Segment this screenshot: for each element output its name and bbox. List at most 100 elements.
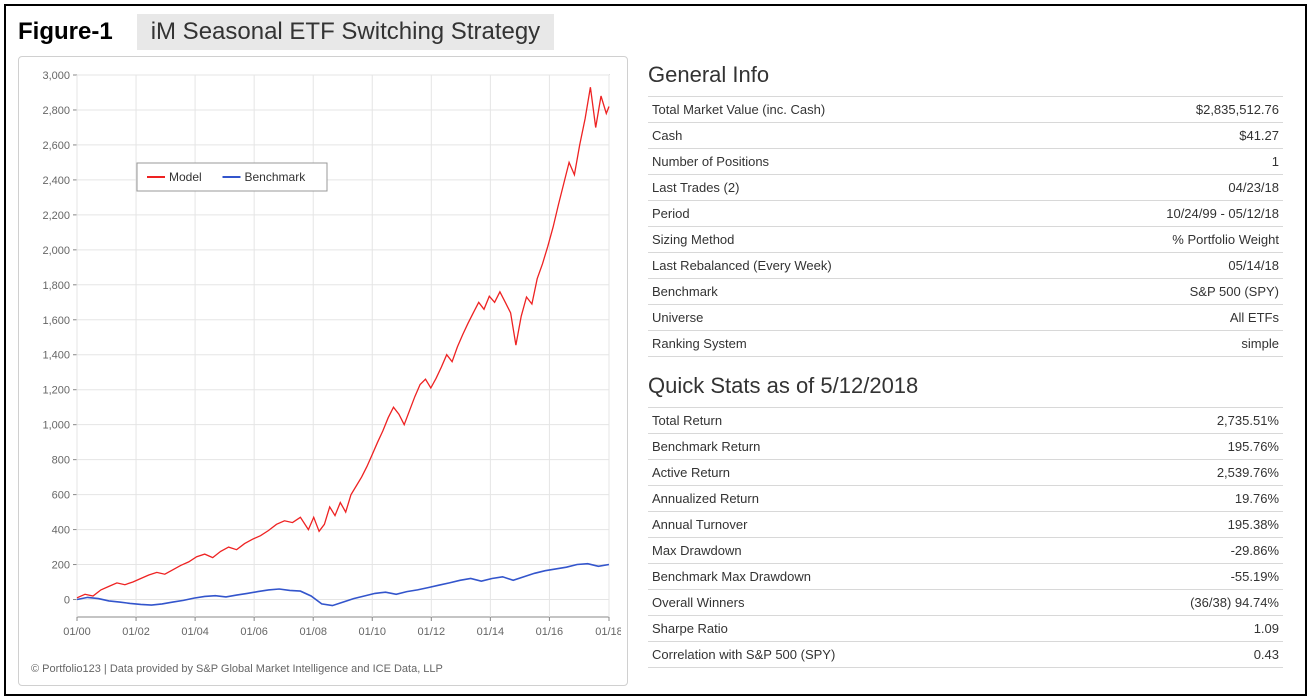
figure-label: Figure-1 — [18, 18, 113, 46]
general-info-label: Benchmark — [648, 279, 1034, 305]
svg-text:01/14: 01/14 — [477, 626, 505, 638]
svg-text:2,600: 2,600 — [42, 140, 70, 152]
quick-stats-label: Annualized Return — [648, 486, 1069, 512]
svg-text:800: 800 — [52, 455, 70, 467]
chart-area: 02004006008001,0001,2001,4001,6001,8002,… — [27, 65, 619, 657]
quick-stats-value: -55.19% — [1069, 564, 1283, 590]
quick-stats-row: Annual Turnover195.38% — [648, 512, 1283, 538]
general-info-row: Ranking Systemsimple — [648, 331, 1283, 357]
svg-text:01/18: 01/18 — [595, 626, 621, 638]
svg-text:400: 400 — [52, 525, 70, 537]
general-info-row: Last Trades (2)04/23/18 — [648, 175, 1283, 201]
quick-stats-value: 2,735.51% — [1069, 408, 1283, 434]
quick-stats-label: Max Drawdown — [648, 538, 1069, 564]
svg-text:01/12: 01/12 — [418, 626, 446, 638]
svg-text:01/16: 01/16 — [536, 626, 564, 638]
svg-text:2,800: 2,800 — [42, 105, 70, 117]
general-info-row: BenchmarkS&P 500 (SPY) — [648, 279, 1283, 305]
svg-text:01/08: 01/08 — [299, 626, 327, 638]
general-info-label: Total Market Value (inc. Cash) — [648, 97, 1034, 123]
quick-stats-label: Benchmark Return — [648, 434, 1069, 460]
legend-label-benchmark: Benchmark — [245, 170, 307, 184]
general-info-value: % Portfolio Weight — [1034, 227, 1283, 253]
figure-container: Figure-1 iM Seasonal ETF Switching Strat… — [4, 4, 1307, 696]
quick-stats-row: Sharpe Ratio1.09 — [648, 616, 1283, 642]
legend-label-model: Model — [169, 170, 202, 184]
quick-stats-value: 0.43 — [1069, 642, 1283, 668]
quick-stats-label: Active Return — [648, 460, 1069, 486]
svg-text:2,200: 2,200 — [42, 210, 70, 222]
general-info-value: 10/24/99 - 05/12/18 — [1034, 201, 1283, 227]
svg-text:01/04: 01/04 — [181, 626, 209, 638]
svg-text:0: 0 — [64, 595, 70, 607]
quick-stats-row: Total Return2,735.51% — [648, 408, 1283, 434]
line-chart-svg: 02004006008001,0001,2001,4001,6001,8002,… — [27, 65, 621, 645]
general-info-label: Period — [648, 201, 1034, 227]
general-info-title: General Info — [648, 62, 1283, 88]
general-info-value: All ETFs — [1034, 305, 1283, 331]
svg-text:01/10: 01/10 — [358, 626, 386, 638]
quick-stats-value: -29.86% — [1069, 538, 1283, 564]
general-info-row: Number of Positions1 — [648, 149, 1283, 175]
svg-text:600: 600 — [52, 490, 70, 502]
general-info-value[interactable]: 04/23/18 — [1034, 175, 1283, 201]
header-row: Figure-1 iM Seasonal ETF Switching Strat… — [18, 14, 1293, 50]
general-info-label: Ranking System — [648, 331, 1034, 357]
info-panel: General Info Total Market Value (inc. Ca… — [648, 56, 1293, 686]
general-info-label: Sizing Method — [648, 227, 1034, 253]
main-content: 02004006008001,0001,2001,4001,6001,8002,… — [18, 56, 1293, 686]
svg-text:1,800: 1,800 — [42, 280, 70, 292]
quick-stats-row: Correlation with S&P 500 (SPY)0.43 — [648, 642, 1283, 668]
general-info-table: Total Market Value (inc. Cash)$2,835,512… — [648, 96, 1283, 357]
quick-stats-label: Annual Turnover — [648, 512, 1069, 538]
svg-text:01/06: 01/06 — [240, 626, 268, 638]
general-info-row: Period10/24/99 - 05/12/18 — [648, 201, 1283, 227]
general-info-label: Cash — [648, 123, 1034, 149]
quick-stats-label: Sharpe Ratio — [648, 616, 1069, 642]
strategy-title: iM Seasonal ETF Switching Strategy — [137, 14, 555, 50]
quick-stats-label: Benchmark Max Drawdown — [648, 564, 1069, 590]
svg-text:1,000: 1,000 — [42, 420, 70, 432]
quick-stats-row: Overall Winners(36/38) 94.74% — [648, 590, 1283, 616]
general-info-value[interactable]: 1 — [1034, 149, 1283, 175]
svg-text:1,200: 1,200 — [42, 385, 70, 397]
general-info-row: Total Market Value (inc. Cash)$2,835,512… — [648, 97, 1283, 123]
quick-stats-row: Benchmark Max Drawdown-55.19% — [648, 564, 1283, 590]
svg-text:01/00: 01/00 — [63, 626, 91, 638]
quick-stats-value: 19.76% — [1069, 486, 1283, 512]
svg-text:1,400: 1,400 — [42, 350, 70, 362]
general-info-value: S&P 500 (SPY) — [1034, 279, 1283, 305]
quick-stats-row: Annualized Return19.76% — [648, 486, 1283, 512]
general-info-label: Last Rebalanced (Every Week) — [648, 253, 1034, 279]
general-info-label: Universe — [648, 305, 1034, 331]
quick-stats-row: Active Return2,539.76% — [648, 460, 1283, 486]
general-info-row: Sizing Method% Portfolio Weight — [648, 227, 1283, 253]
quick-stats-value: (36/38) 94.74% — [1069, 590, 1283, 616]
general-info-row: Cash$41.27 — [648, 123, 1283, 149]
svg-text:01/02: 01/02 — [122, 626, 150, 638]
quick-stats-value: 1.09 — [1069, 616, 1283, 642]
svg-text:3,000: 3,000 — [42, 70, 70, 82]
general-info-row: UniverseAll ETFs — [648, 305, 1283, 331]
svg-text:2,000: 2,000 — [42, 245, 70, 257]
quick-stats-row: Max Drawdown-29.86% — [648, 538, 1283, 564]
general-info-value: $41.27 — [1034, 123, 1283, 149]
quick-stats-table: Total Return2,735.51%Benchmark Return195… — [648, 407, 1283, 668]
quick-stats-label: Overall Winners — [648, 590, 1069, 616]
general-info-label[interactable]: Last Trades (2) — [648, 175, 1034, 201]
quick-stats-value: 195.76% — [1069, 434, 1283, 460]
quick-stats-title: Quick Stats as of 5/12/2018 — [648, 373, 1283, 399]
general-info-value[interactable]: simple — [1034, 331, 1283, 357]
quick-stats-value: 195.38% — [1069, 512, 1283, 538]
svg-text:1,600: 1,600 — [42, 315, 70, 327]
quick-stats-label: Correlation with S&P 500 (SPY) — [648, 642, 1069, 668]
quick-stats-row: Benchmark Return195.76% — [648, 434, 1283, 460]
general-info-value: 05/14/18 — [1034, 253, 1283, 279]
chart-copyright: © Portfolio123 | Data provided by S&P Gl… — [27, 657, 619, 677]
quick-stats-value: 2,539.76% — [1069, 460, 1283, 486]
general-info-label[interactable]: Number of Positions — [648, 149, 1034, 175]
general-info-row: Last Rebalanced (Every Week)05/14/18 — [648, 253, 1283, 279]
general-info-value: $2,835,512.76 — [1034, 97, 1283, 123]
svg-text:2,400: 2,400 — [42, 175, 70, 187]
chart-panel: 02004006008001,0001,2001,4001,6001,8002,… — [18, 56, 628, 686]
